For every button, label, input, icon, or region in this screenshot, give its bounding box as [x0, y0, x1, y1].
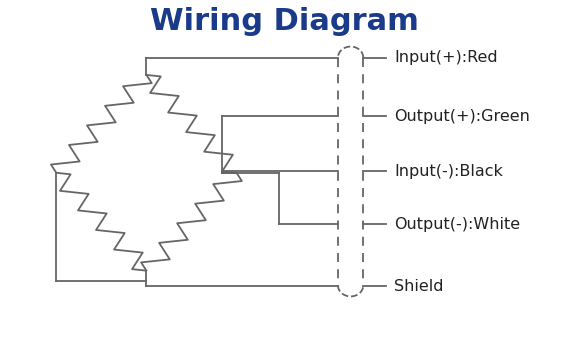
Text: Shield: Shield	[394, 279, 444, 294]
Text: Wiring Diagram: Wiring Diagram	[150, 7, 419, 36]
Text: Input(+):Red: Input(+):Red	[394, 50, 498, 65]
Text: Output(+):Green: Output(+):Green	[394, 109, 530, 124]
Text: Output(-):White: Output(-):White	[394, 217, 520, 232]
Text: Input(-):Black: Input(-):Black	[394, 164, 503, 179]
